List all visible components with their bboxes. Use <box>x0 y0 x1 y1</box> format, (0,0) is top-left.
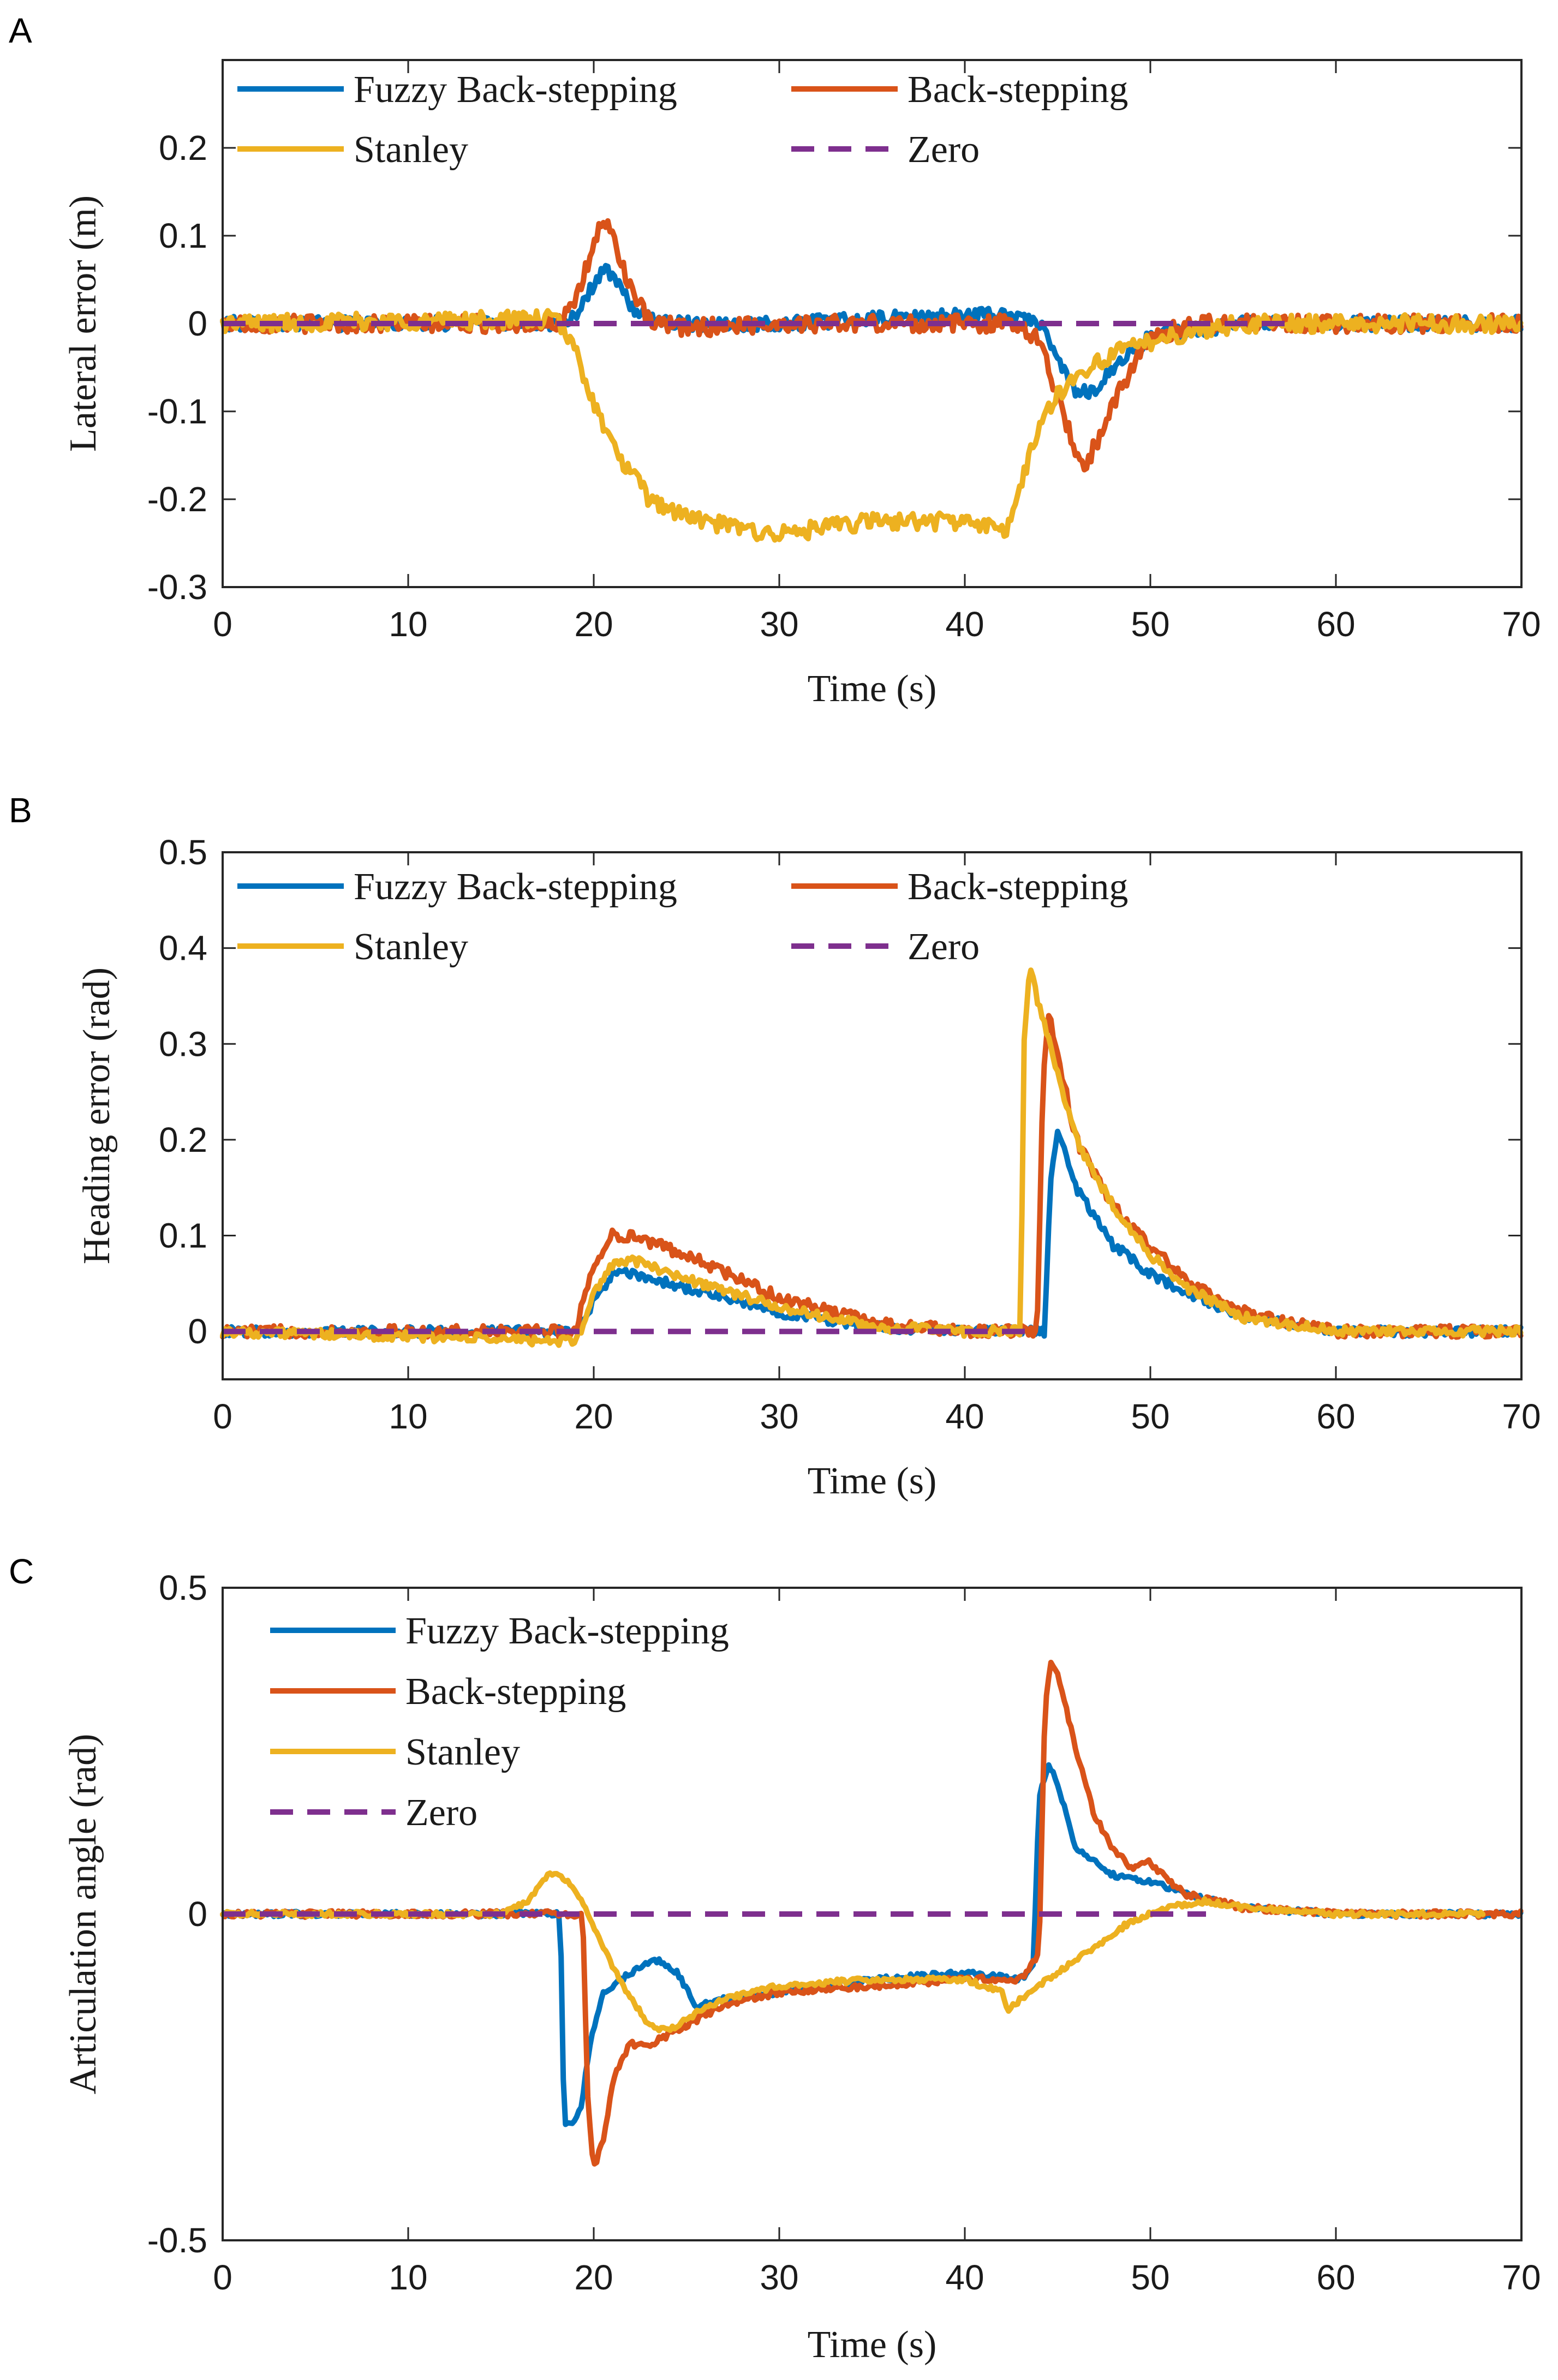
y-axis-label-a: Lateral error (m) <box>62 195 104 452</box>
plot-area-b <box>223 852 1521 1379</box>
x-tick-label-a-4: 40 <box>945 605 984 644</box>
legend-label-b-fuzzy-back-stepping: Fuzzy Back-stepping <box>354 866 677 908</box>
y-tick-label-c-1: 0 <box>188 1894 207 1934</box>
x-axis-label-c: Time (s) <box>808 2324 937 2366</box>
series-line-a-stanley <box>220 308 1524 543</box>
x-tick-label-a-7: 70 <box>1502 605 1541 644</box>
y-tick-label-b-4: 0.4 <box>159 929 207 968</box>
y-tick-label-c-0: -0.5 <box>147 2221 207 2260</box>
y-tick-label-a-4: 0.1 <box>159 216 207 255</box>
y-tick-label-a-5: 0.2 <box>159 128 207 168</box>
x-tick-label-c-7: 70 <box>1502 2258 1541 2297</box>
x-tick-label-b-0: 0 <box>213 1397 232 1436</box>
y-tick-label-c-2: 0.5 <box>159 1568 207 1607</box>
x-tick-label-c-0: 0 <box>213 2258 232 2297</box>
legend-b: Fuzzy Back-stepping Back-stepping Stanley Z… <box>237 866 1128 968</box>
x-tick-label-a-6: 60 <box>1316 605 1355 644</box>
x-tick-label-b-6: 60 <box>1316 1397 1355 1436</box>
panel-letter-a: A <box>9 11 32 50</box>
x-tick-label-b-4: 40 <box>945 1397 984 1436</box>
tick-layer-a: 0 10 20 30 40 50 60 70 -0.3 -0.2 -0.1 0 0.1 0.2 <box>147 60 1541 644</box>
y-tick-label-b-0: 0 <box>188 1312 207 1351</box>
y-axis-label-c: Articulation angle (rad) <box>62 1734 104 2095</box>
legend-a: Fuzzy Back-stepping Back-stepping Stanley Z… <box>237 69 1128 171</box>
legend-label-c-back-stepping: Back-stepping <box>405 1671 626 1713</box>
x-tick-label-a-3: 30 <box>760 605 798 644</box>
series-layer-b <box>220 967 1524 1348</box>
series-line-b-stanley <box>220 967 1524 1348</box>
y-tick-label-a-0: -0.3 <box>147 567 207 607</box>
x-tick-label-a-2: 20 <box>574 605 613 644</box>
x-tick-label-c-4: 40 <box>945 2258 984 2297</box>
x-tick-label-a-0: 0 <box>213 605 232 644</box>
panel-letter-c: C <box>9 1552 34 1591</box>
legend-label-b-stanley: Stanley <box>354 926 468 968</box>
y-tick-label-a-3: 0 <box>188 304 207 343</box>
x-tick-label-b-1: 10 <box>389 1397 427 1436</box>
legend-c: Fuzzy Back-stepping Back-stepping Stanley Z… <box>270 1610 729 1834</box>
tick-layer-c: 0 10 20 30 40 50 60 70-0.500.5 <box>147 1568 1541 2297</box>
x-tick-label-a-5: 50 <box>1131 605 1169 644</box>
panel-letter-b: B <box>9 791 32 830</box>
x-tick-label-b-5: 50 <box>1131 1397 1169 1436</box>
legend-label-b-zero: Zero <box>908 926 980 968</box>
y-tick-label-b-5: 0.5 <box>159 833 207 872</box>
axes-frame-c <box>222 1587 1523 2241</box>
legend-label-a-zero: Zero <box>908 129 980 171</box>
y-tick-label-a-2: -0.1 <box>147 392 207 431</box>
x-tick-label-c-5: 50 <box>1131 2258 1169 2297</box>
legend-label-c-zero: Zero <box>405 1792 477 1834</box>
y-tick-label-a-1: -0.2 <box>147 480 207 519</box>
x-tick-label-b-2: 20 <box>574 1397 613 1436</box>
x-tick-label-c-2: 20 <box>574 2258 613 2297</box>
axes-frame-b <box>222 851 1523 1380</box>
legend-label-a-fuzzy-back-stepping: Fuzzy Back-stepping <box>354 69 677 111</box>
legend-label-b-back-stepping: Back-stepping <box>908 866 1128 908</box>
x-tick-label-c-6: 60 <box>1316 2258 1355 2297</box>
x-tick-label-c-3: 30 <box>760 2258 798 2297</box>
y-axis-label-b: Heading error (rad) <box>76 967 118 1264</box>
legend-label-c-fuzzy-back-stepping: Fuzzy Back-stepping <box>405 1610 729 1652</box>
x-axis-label-b: Time (s) <box>808 1460 937 1502</box>
x-tick-label-a-1: 10 <box>389 605 427 644</box>
chart-panel-articulation-angle: 0 10 20 30 40 50 60 70-0.500.5 Fuzzy Back-stepp… <box>62 1568 1541 2366</box>
series-layer-c <box>220 1659 1524 2167</box>
chart-panel-lateral-error: 0 10 20 30 40 50 60 70 -0.3 -0.2 -0.1 0 0.1 0.2 Fuzzy… <box>62 59 1541 710</box>
series-line-c-stanley <box>220 1870 1486 2034</box>
y-tick-label-b-2: 0.2 <box>159 1120 207 1159</box>
legend-label-a-back-stepping: Back-stepping <box>908 69 1128 111</box>
chart-panel-heading-error: 0 10 20 30 40 50 60 70 0 0.1 0.2 0.3 0.4 0.5 Fuzzy Ba… <box>76 833 1541 1502</box>
x-axis-label-a: Time (s) <box>808 668 937 710</box>
x-tick-label-c-1: 10 <box>389 2258 427 2297</box>
y-tick-label-b-1: 0.1 <box>159 1216 207 1255</box>
y-tick-label-b-3: 0.3 <box>159 1024 207 1063</box>
axes-frame-a <box>222 59 1523 588</box>
series-line-a-back-stepping <box>220 218 1524 473</box>
legend-label-a-stanley: Stanley <box>354 129 468 171</box>
series-layer-a <box>220 218 1524 543</box>
legend-label-c-stanley: Stanley <box>405 1731 520 1773</box>
x-tick-label-b-7: 70 <box>1502 1397 1541 1436</box>
x-tick-label-b-3: 30 <box>760 1397 798 1436</box>
